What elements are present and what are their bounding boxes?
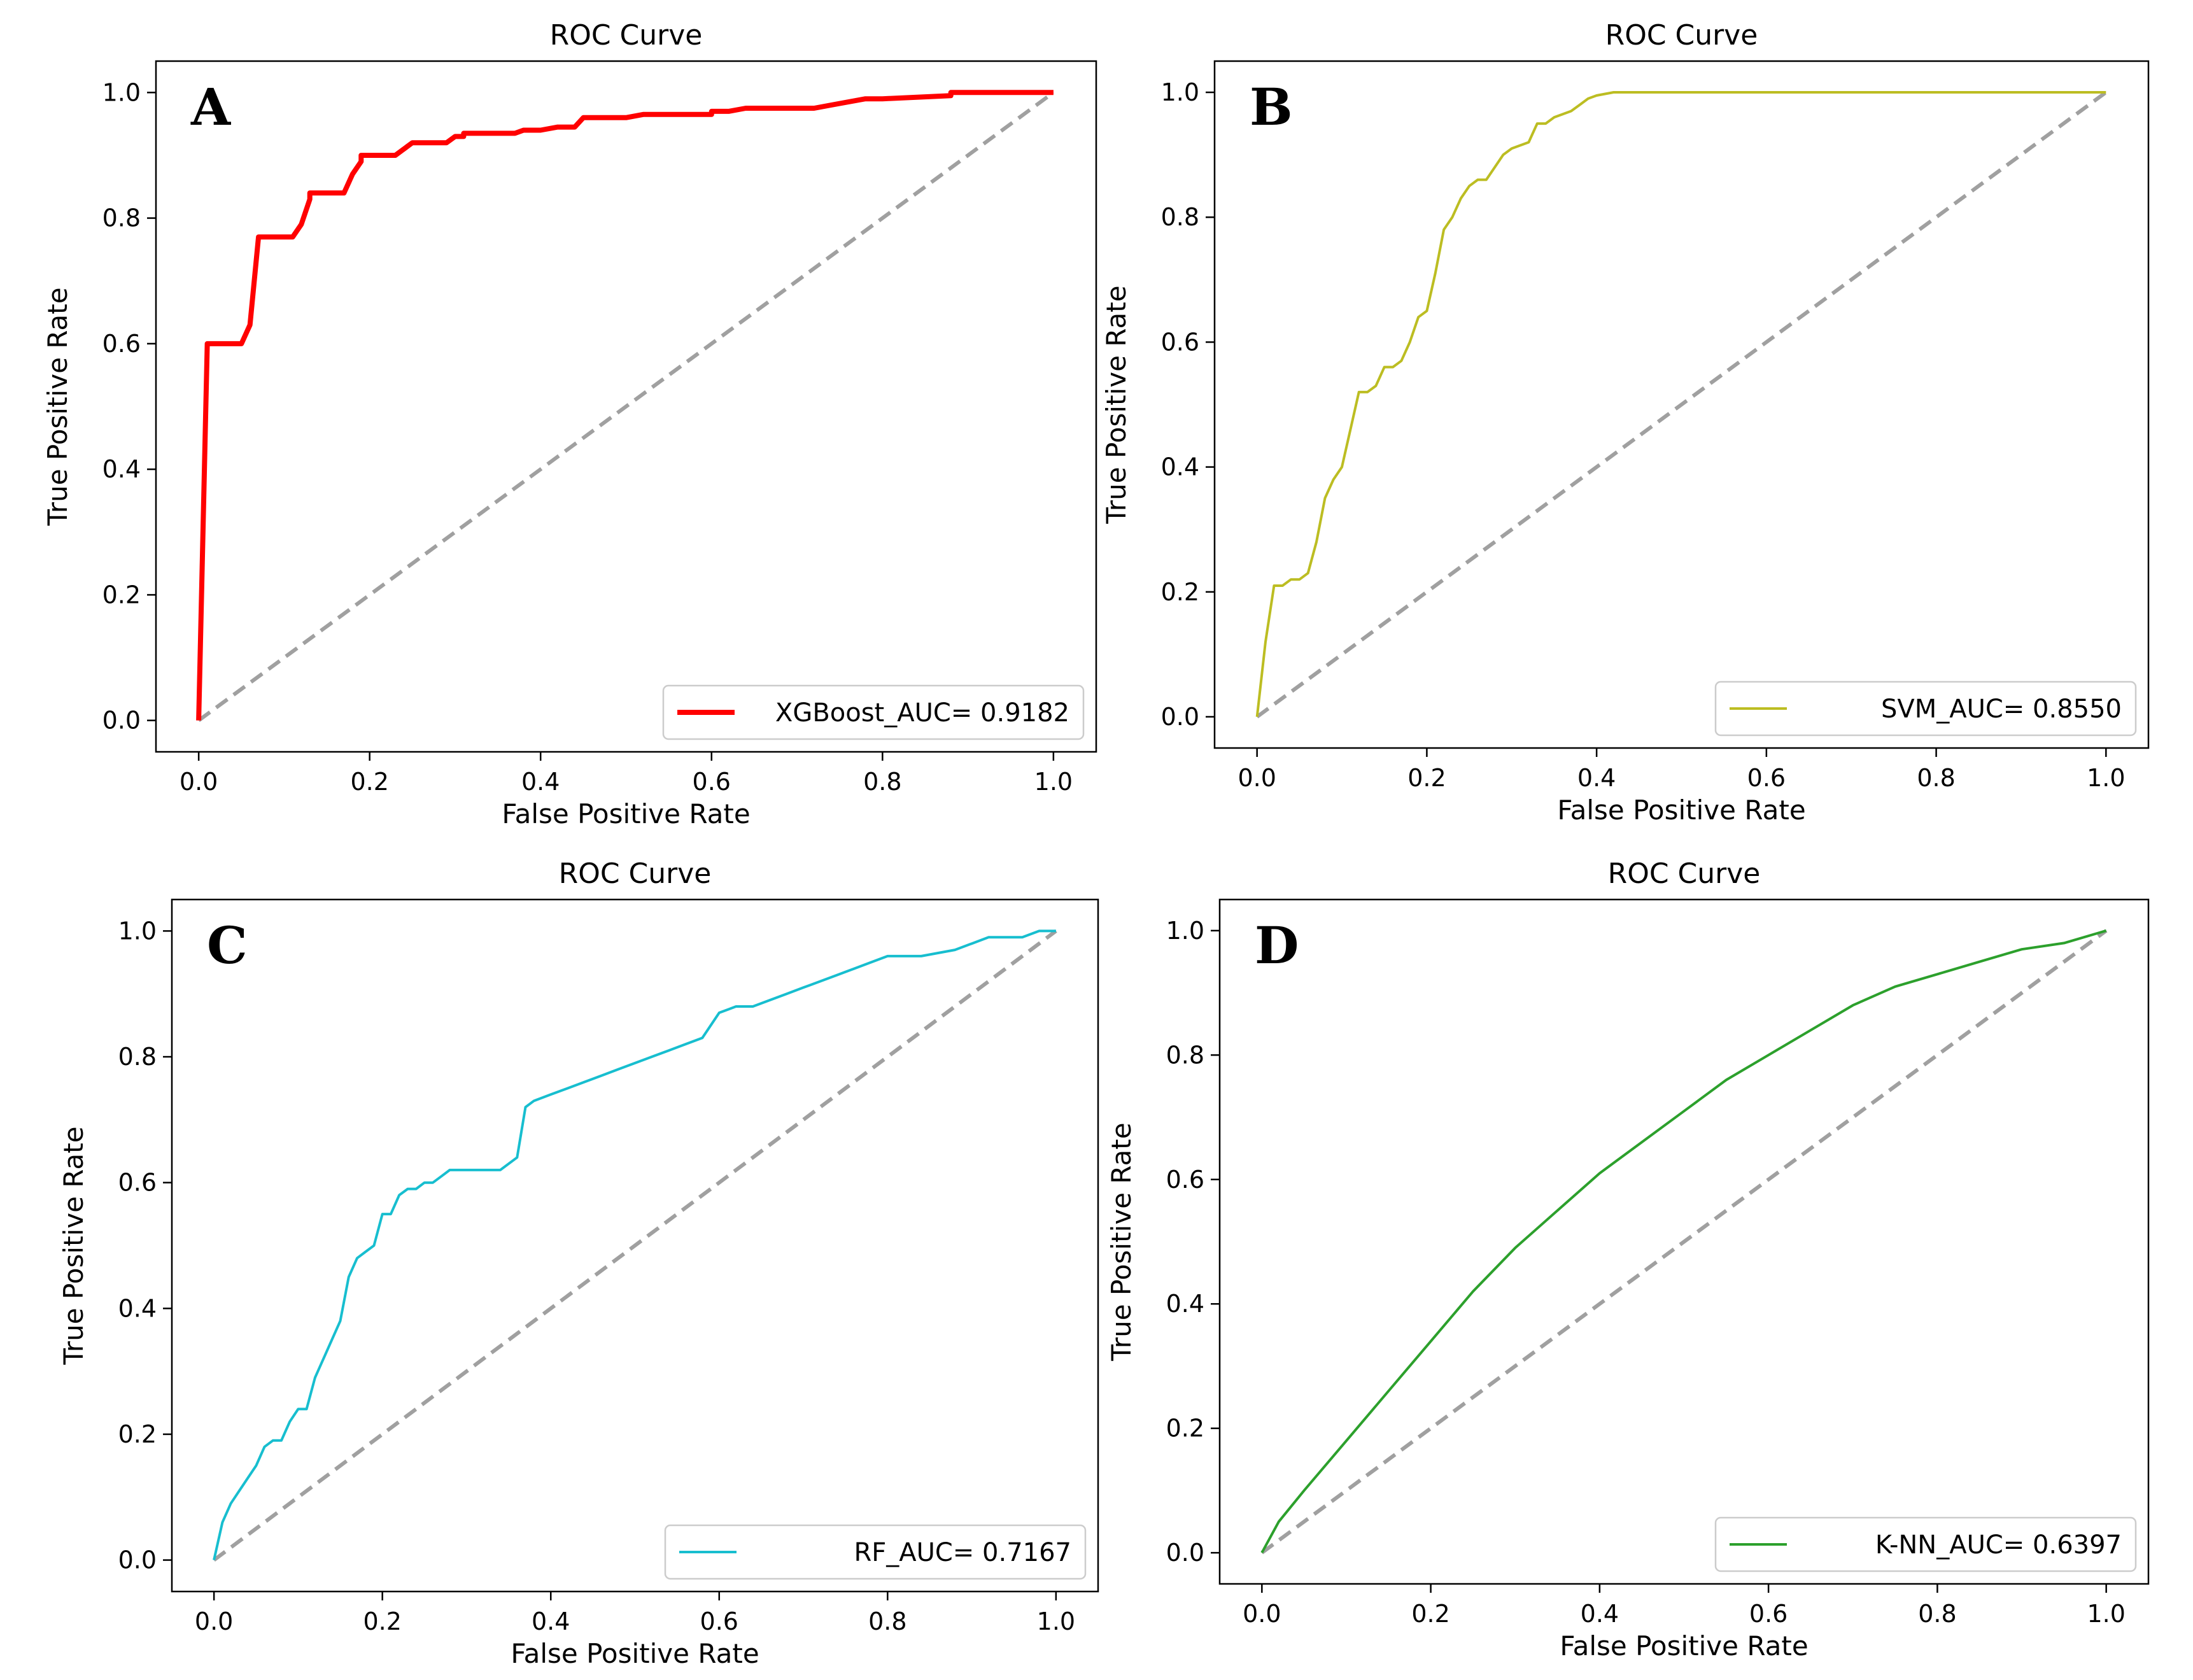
y-tick-label: 0.8 bbox=[1166, 1041, 1204, 1069]
panel-letter: C bbox=[207, 915, 248, 975]
legend: XGBoost_AUC= 0.9182 bbox=[662, 684, 1085, 740]
chance-line bbox=[197, 90, 1055, 723]
chart-title: ROC Curve bbox=[1605, 19, 1758, 52]
x-tick-label: 0.6 bbox=[1747, 764, 1786, 792]
legend: RF_AUC= 0.7167 bbox=[664, 1524, 1087, 1580]
x-tick-label: 0.0 bbox=[1243, 1600, 1281, 1628]
panel-letter: B bbox=[1250, 77, 1293, 137]
y-axis-label: True Positive Rate bbox=[58, 1126, 89, 1365]
y-tick-label: 0.2 bbox=[1166, 1415, 1204, 1443]
chance-line bbox=[213, 929, 1057, 1562]
x-axis-label: False Positive Rate bbox=[1560, 1630, 1808, 1662]
x-tick-label: 0.0 bbox=[180, 768, 218, 796]
y-tick-label: 0.0 bbox=[1166, 1539, 1204, 1567]
y-tick-label: 0.6 bbox=[102, 330, 141, 358]
x-tick-label: 0.6 bbox=[693, 768, 731, 796]
legend-label: SVM_AUC= 0.8550 bbox=[1881, 695, 2122, 724]
x-tick-label: 0.0 bbox=[1238, 764, 1276, 792]
x-tick-label: 0.6 bbox=[1749, 1600, 1788, 1628]
y-tick-label: 0.2 bbox=[1161, 578, 1199, 606]
x-tick-label: 0.6 bbox=[700, 1607, 738, 1635]
x-tick-label: 0.4 bbox=[521, 768, 560, 796]
x-tick-label: 0.2 bbox=[350, 768, 388, 796]
legend-box bbox=[1714, 681, 2137, 737]
x-tick-label: 0.2 bbox=[1411, 1600, 1449, 1628]
roc-panel-d: ROC Curve 0.0 0.2 0.4 0.6 0.8 1.0 0.0 0.2 0.4 0.6 0… bbox=[1106, 858, 2150, 1662]
legend-box bbox=[1714, 1516, 2137, 1572]
roc-curve-line bbox=[1255, 91, 2106, 717]
roc-panel-b: ROC Curve 0.0 0.2 0.4 0.6 0.8 1.0 0.0 0.2 0.4 0.6 0… bbox=[1101, 19, 2150, 826]
y-tick-label: 1.0 bbox=[1161, 78, 1199, 106]
chart-title: ROC Curve bbox=[559, 858, 712, 890]
y-tick-label: 0.6 bbox=[1161, 328, 1199, 356]
y-tick-label: 1.0 bbox=[102, 78, 141, 106]
legend: K-NN_AUC= 0.6397 bbox=[1714, 1516, 2137, 1572]
x-tick-label: 0.4 bbox=[532, 1607, 570, 1635]
y-tick-label: 0.6 bbox=[118, 1169, 157, 1197]
chance-line bbox=[1260, 929, 2108, 1555]
y-axis-label: True Positive Rate bbox=[1106, 1122, 1137, 1361]
plot-frame bbox=[171, 898, 1099, 1593]
x-tick-label: 1.0 bbox=[1034, 768, 1073, 796]
x-tick-label: 0.8 bbox=[1917, 764, 1955, 792]
roc-curve-line bbox=[196, 90, 1054, 721]
y-axis-label: True Positive Rate bbox=[42, 287, 73, 526]
y-tick-label: 1.0 bbox=[118, 917, 157, 945]
x-tick-label: 1.0 bbox=[1037, 1607, 1075, 1635]
y-tick-label: 0.6 bbox=[1166, 1166, 1204, 1194]
chart-title: ROC Curve bbox=[550, 19, 703, 52]
plot-frame bbox=[1218, 898, 2150, 1585]
y-tick-label: 0.8 bbox=[1161, 203, 1199, 231]
legend-box bbox=[662, 684, 1085, 740]
y-tick-label: 0.0 bbox=[102, 707, 141, 735]
x-axis-label: False Positive Rate bbox=[1557, 794, 1805, 826]
x-axis-label: False Positive Rate bbox=[502, 798, 750, 829]
y-axis-label: True Positive Rate bbox=[1101, 285, 1132, 524]
y-tick-label: 0.4 bbox=[1161, 453, 1199, 481]
x-tick-label: 0.8 bbox=[868, 1607, 906, 1635]
y-tick-label: 1.0 bbox=[1166, 917, 1204, 945]
y-tick-label: 0.0 bbox=[1161, 703, 1199, 731]
y-tick-label: 0.8 bbox=[118, 1043, 157, 1071]
x-tick-label: 1.0 bbox=[2087, 764, 2125, 792]
roc-curve-line bbox=[213, 929, 1056, 1561]
legend-label: K-NN_AUC= 0.6397 bbox=[1875, 1530, 2122, 1560]
chart-title: ROC Curve bbox=[1608, 858, 1761, 890]
y-tick-label: 0.2 bbox=[118, 1420, 157, 1448]
x-tick-label: 1.0 bbox=[2087, 1600, 2125, 1628]
panel-letter: D bbox=[1255, 915, 1299, 975]
y-tick-label: 0.0 bbox=[118, 1546, 157, 1574]
legend: SVM_AUC= 0.8550 bbox=[1714, 681, 2137, 737]
y-tick-label: 0.4 bbox=[118, 1294, 157, 1322]
roc-panel-a: ROC Curve 0.0 0.2 0.4 0.6 0.8 1.0 0.0 0.2 0.4 0.6 0… bbox=[42, 19, 1097, 829]
x-tick-label: 0.2 bbox=[363, 1607, 401, 1635]
y-tick-label: 0.4 bbox=[102, 455, 141, 483]
x-tick-label: 0.2 bbox=[1407, 764, 1446, 792]
legend-label: RF_AUC= 0.7167 bbox=[854, 1538, 1071, 1567]
x-axis-label: False Positive Rate bbox=[511, 1638, 759, 1669]
plot-frame bbox=[1213, 60, 2150, 749]
x-tick-label: 0.8 bbox=[1918, 1600, 1956, 1628]
x-tick-label: 0.0 bbox=[195, 1607, 233, 1635]
panel-letter: A bbox=[190, 77, 231, 137]
legend-box bbox=[664, 1524, 1087, 1580]
chance-line bbox=[1255, 90, 2108, 719]
x-tick-label: 0.4 bbox=[1577, 764, 1616, 792]
y-tick-label: 0.8 bbox=[102, 204, 141, 232]
roc-panel-c: ROC Curve 0.0 0.2 0.4 0.6 0.8 1.0 0.0 0.2 0.4 0.6 0… bbox=[58, 858, 1099, 1669]
legend-label: XGBoost_AUC= 0.9182 bbox=[775, 698, 1069, 728]
x-tick-label: 0.4 bbox=[1581, 1600, 1619, 1628]
plot-frame bbox=[155, 60, 1097, 753]
y-tick-label: 0.2 bbox=[102, 581, 141, 609]
x-tick-label: 0.8 bbox=[863, 768, 901, 796]
y-tick-label: 0.4 bbox=[1166, 1290, 1204, 1318]
roc-curve-line bbox=[1260, 929, 2107, 1554]
